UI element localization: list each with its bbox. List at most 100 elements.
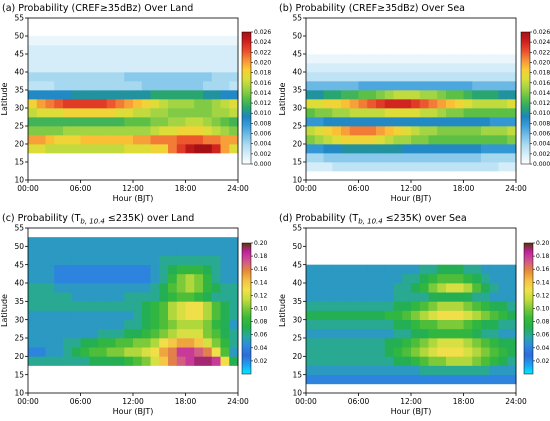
heatmap-cell [402,36,412,46]
y-tick-label: 10 [14,389,24,398]
x-tick-label: 00:00 [295,397,317,406]
heatmap-cell [220,126,230,136]
heatmap-cell [229,108,239,118]
heatmap-cell [133,292,143,302]
y-axis-label: Latitude [0,294,9,327]
heatmap-cell [141,292,151,302]
heatmap-cell [332,135,342,145]
y-axis-label: Latitude [278,82,287,115]
colorbar-tick-label: 0.02 [254,358,268,365]
heatmap-cell [133,338,143,348]
heatmap-cell [106,310,116,321]
heatmap-cell [358,126,368,136]
heatmap-cell [454,162,464,172]
heatmap-cell [28,255,38,266]
heatmap-cell [80,255,90,266]
heatmap-cell [150,319,160,330]
heatmap-cell [393,144,403,154]
panel-b: (b) Probability (CREF≥35dBz) Over Sea 10 1… [278,3,550,203]
heatmap-cell [402,81,412,91]
colorbar-tick-label: 0.10 [536,306,550,313]
heatmap-cell [185,347,195,357]
heatmap-cell [376,319,386,330]
heatmap-cell [454,99,464,109]
heatmap-cell [159,63,169,73]
heatmap-cell [376,63,386,73]
heatmap-cell [150,338,160,348]
heatmap-cell [141,319,151,330]
heatmap-cell [194,301,204,311]
heatmap-cell [45,310,55,321]
heatmap-cell [314,292,324,302]
heatmap-cell [454,153,464,163]
heatmap-cell [411,319,421,330]
heatmap-cell [176,338,186,348]
heatmap-cell [341,328,351,339]
colorbar-tick-label: 0.014 [533,90,550,97]
heatmap-cell [159,81,169,91]
heatmap-cell [306,117,316,127]
heatmap-cell [63,328,73,339]
heatmap-cell [133,301,143,311]
heatmap-cell [507,374,517,385]
heatmap-cell [185,99,195,109]
heatmap-cell [481,63,491,73]
heatmap-cell [393,90,403,100]
heatmap-cell [63,72,73,82]
heatmap-cell [89,292,99,302]
heatmap-cell [80,117,90,127]
heatmap-cell [489,338,499,348]
heatmap-cell [36,319,46,330]
heatmap-cell [220,347,230,357]
heatmap-cell [45,81,55,91]
heatmap-cell [141,255,151,266]
heatmap-cell [489,54,499,64]
heatmap-cell [150,135,160,145]
heatmap-cell [393,273,403,284]
heatmap-cell [384,45,394,55]
heatmap-cell [106,144,116,154]
heatmap-cell [306,264,316,275]
heatmap-cell [71,63,81,73]
heatmap-cell [220,301,230,311]
heatmap-cell [437,72,447,82]
heatmap-cell [323,319,333,330]
heatmap-cell [446,162,456,172]
heatmap-cell [28,310,38,321]
heatmap-cell [314,63,324,73]
heatmap-cell [45,108,55,118]
heatmap-cell [323,162,333,172]
heatmap-cell [141,36,151,46]
heatmap-cell [106,356,116,366]
heatmap-cell [481,90,491,100]
heatmap-cell [358,374,368,385]
heatmap-cell [203,255,213,266]
heatmap-cell [463,63,473,73]
heatmap-cell [124,273,134,284]
heatmap-cell [176,283,186,293]
heatmap-cell [229,301,239,311]
panel-title: (a) Probability (CREF≥35dBz) Over Land [2,3,193,14]
heatmap-cell [376,264,386,275]
heatmap-cell [306,81,316,91]
x-tick-label: 12:00 [400,397,422,406]
heatmap-cell [419,81,429,91]
heatmap-cell [150,99,160,109]
heatmap-cell [89,347,99,357]
heatmap-cell [376,338,386,348]
colorbar-tick-label: 0.020 [533,59,550,66]
heatmap-cell [402,63,412,73]
heatmap-cell [402,126,412,136]
heatmap-cell [489,90,499,100]
heatmap-cell [454,310,464,321]
heatmap-cell [80,246,90,256]
heatmap-cell [106,347,116,357]
heatmap-cell [498,54,508,64]
heatmap-cell [481,365,491,376]
heatmap-cell [89,246,99,256]
heatmap-cell [498,319,508,330]
heatmap-cell [428,99,438,109]
heatmap-cell [489,283,499,293]
heatmap-cell [349,126,359,136]
heatmap-cell [419,292,429,302]
